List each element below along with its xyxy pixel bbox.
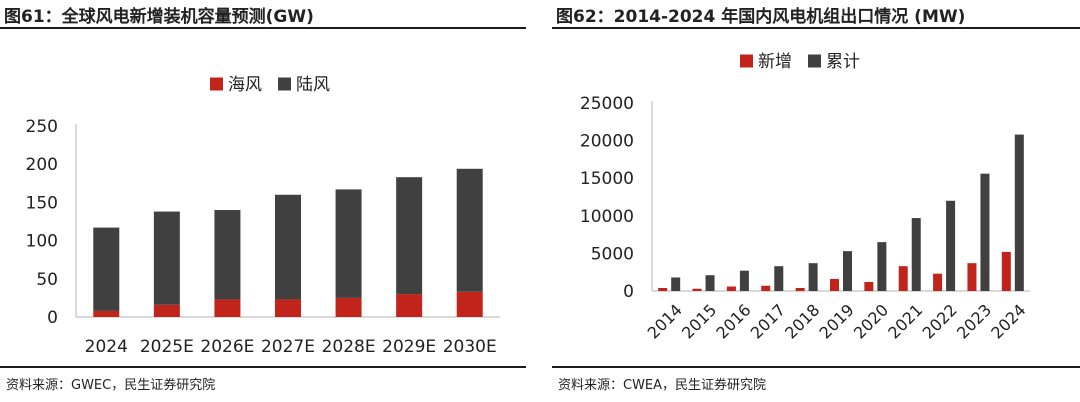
bar [967, 263, 977, 291]
chart-title: 图62：2014-2024 年国内风电机组出口情况 (MW) [556, 7, 966, 27]
y-tick-label: 50 [36, 270, 58, 290]
bar [658, 287, 668, 291]
x-tick-label: 2029E [382, 337, 436, 357]
bar [456, 168, 483, 292]
legend-swatch [210, 77, 223, 91]
title-rule [552, 27, 1080, 29]
x-tick-label: 2022 [919, 300, 961, 342]
legend-swatch [278, 77, 291, 91]
source-note: 资料来源：CWEA，民生证券研究院 [558, 378, 767, 393]
source-rule [552, 366, 1080, 368]
x-tick-label: 2028E [322, 337, 376, 357]
bar [877, 242, 887, 291]
bar [275, 299, 301, 317]
x-tick-label: 2020 [850, 300, 892, 342]
x-tick-label: 2014 [644, 300, 686, 342]
bar [671, 277, 681, 291]
bar [774, 266, 784, 291]
x-tick-label: 2025E [140, 337, 194, 357]
bar [933, 273, 943, 291]
x-tick-label: 2018 [781, 300, 823, 342]
bar [214, 299, 241, 317]
bar [830, 278, 839, 291]
y-tick-label: 150 [26, 193, 58, 213]
bar [396, 294, 423, 317]
y-tick-label: 250 [26, 117, 58, 137]
bar [93, 227, 120, 311]
grouped-bar-chart: 新增 累计050001000015000200002500020142015201… [580, 52, 1030, 343]
chart-title: 图61：全球风电新增装机容量预测(GW) [4, 7, 314, 27]
bar [795, 287, 805, 291]
bar [898, 266, 908, 291]
y-tick-label: 10000 [580, 207, 634, 227]
y-tick-label: 20000 [580, 132, 634, 152]
bar [335, 297, 362, 317]
x-tick-label: 2019 [816, 300, 858, 342]
y-tick-label: 200 [26, 155, 58, 175]
bar [214, 210, 241, 300]
source-note: 资料来源：GWEC，民生证券研究院 [6, 378, 216, 393]
bar [705, 275, 715, 291]
bar [456, 291, 483, 317]
x-tick-label: 2015 [678, 300, 720, 342]
bar [93, 310, 120, 317]
bar [275, 194, 301, 300]
legend-label: 累计 [826, 52, 860, 72]
bar [946, 200, 956, 291]
bar [692, 288, 702, 291]
bar [1001, 251, 1011, 291]
bar [726, 286, 736, 291]
bar [864, 281, 874, 291]
legend-swatch [740, 54, 753, 68]
chart-panel-global-wind: 图61：全球风电新增装机容量预测(GW) 海风 陆风 0 50 100 150 200 250… [0, 0, 526, 402]
chart-panel-export: 图62：2014-2024 年国内风电机组出口情况 (MW) 新增 累计 0 5000… [552, 0, 1080, 402]
legend-swatch [808, 54, 821, 68]
bar [335, 189, 362, 298]
bar [980, 173, 990, 291]
x-tick-label: 2027E [261, 337, 315, 357]
x-tick-label: 2021 [884, 300, 926, 342]
x-tick-label: 2024 [987, 300, 1029, 342]
bar [808, 263, 818, 291]
bar [153, 304, 180, 317]
legend-label: 陆风 [296, 75, 330, 95]
y-tick-label: 25000 [580, 94, 634, 114]
y-tick-label: 5000 [591, 244, 634, 264]
y-tick-label: 15000 [580, 169, 634, 189]
bar [843, 251, 852, 291]
bar [396, 177, 423, 295]
bar [1014, 134, 1024, 291]
y-tick-label: 0 [47, 308, 58, 328]
stacked-bar-chart: 海风 陆风 0 50 100 150 200 250 2024 2025E 2026E 2027E 20… [26, 75, 500, 357]
legend-label: 新增 [758, 52, 792, 72]
y-tick-label: 100 [26, 232, 58, 252]
title-rule [0, 27, 526, 29]
bar [739, 270, 749, 291]
y-tick-label: 0 [623, 282, 634, 302]
x-tick-label: 2024 [85, 337, 128, 357]
x-tick-label: 2023 [953, 300, 995, 342]
x-tick-label: 2017 [747, 300, 789, 342]
bar [911, 218, 921, 291]
bar [153, 211, 180, 305]
x-tick-label: 2030E [443, 337, 497, 357]
legend-label: 海风 [228, 75, 262, 95]
source-rule [0, 366, 526, 368]
x-tick-label: 2026E [200, 337, 254, 357]
bar [761, 285, 771, 291]
x-tick-label: 2016 [712, 300, 754, 342]
